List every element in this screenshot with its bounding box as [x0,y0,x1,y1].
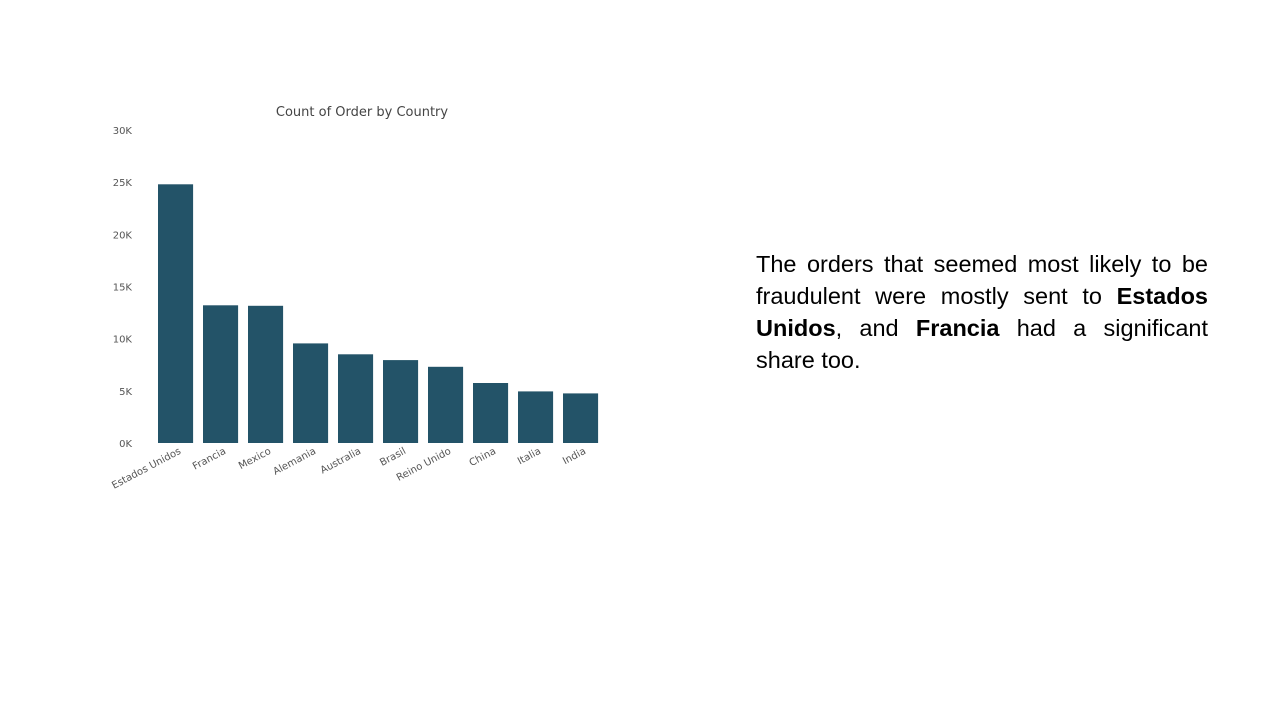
chart-title: Count of Order by Country [276,105,449,120]
x-category-label: Australia [319,446,363,476]
x-category-label: Italia [516,446,543,467]
bar[interactable] [338,354,374,443]
bar[interactable] [293,343,329,443]
y-tick-label: 0K [119,439,132,450]
x-category-label: Alemania [271,446,318,478]
x-category-label: Estados Unidos [110,446,183,492]
y-tick-label: 5K [119,387,132,398]
bar[interactable] [248,305,284,443]
bar[interactable] [428,366,464,443]
bar[interactable] [473,383,509,443]
x-category-label: China [468,446,498,469]
y-tick-label: 30K [113,126,133,137]
bar-chart: Count of Order by Country 0K 5K 10K 15K 20K 2… [110,105,599,492]
text-part-2: , and [835,315,916,341]
bar[interactable] [383,360,419,443]
slide-body-text: The orders that seemed most likely to be… [756,248,1208,376]
y-tick-label: 15K [113,283,133,294]
y-tick-label: 25K [113,178,133,189]
bar[interactable] [203,305,239,443]
text-part-1: The orders that seemed most likely to be… [756,251,1208,309]
y-tick-label: 10K [113,335,133,346]
text-part-3: had a significant share too. [756,315,1208,373]
y-axis-ticks: 0K 5K 10K 15K 20K 25K 30K [113,126,133,450]
y-tick-label: 20K [113,230,133,241]
x-category-label: Brasil [378,446,408,469]
bar[interactable] [518,391,554,443]
x-category-label: India [561,446,588,467]
bars-group [158,184,599,444]
text-bold-estados-unidos: Estados Unidos [756,283,1208,341]
text-bold-francia: Francia [915,315,1000,341]
bar[interactable] [158,184,194,444]
x-category-label: Mexico [237,446,273,472]
x-category-label: Francia [191,446,228,473]
bar[interactable] [563,393,599,443]
